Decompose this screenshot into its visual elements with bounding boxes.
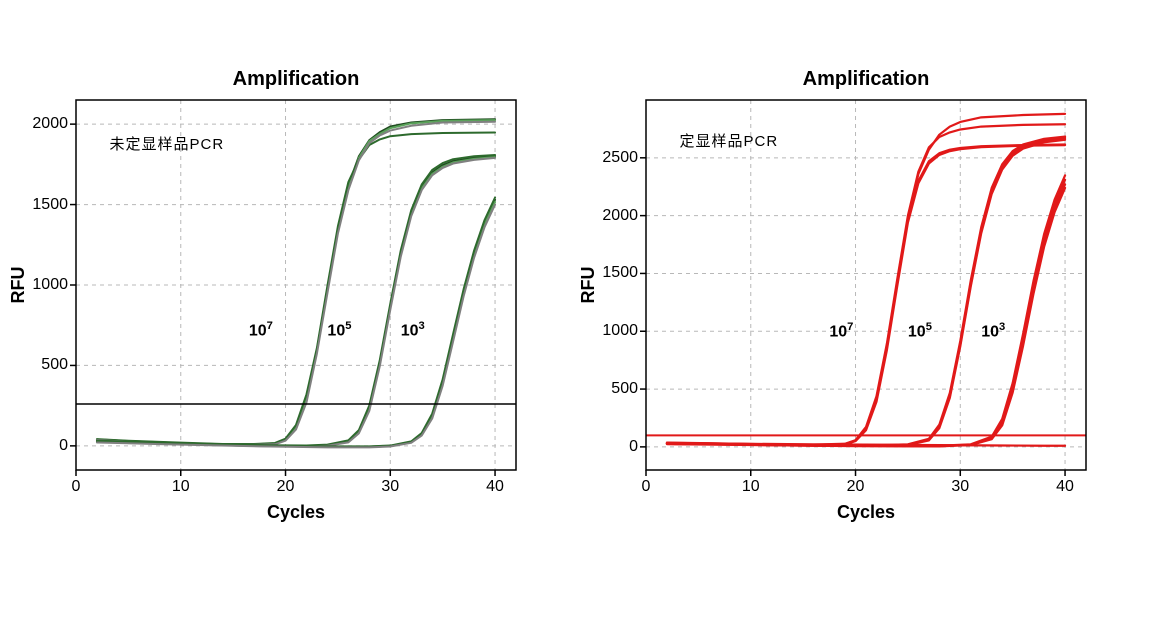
xtick-label: 20	[266, 478, 306, 496]
series-label: 103	[401, 320, 425, 340]
xtick-label: 40	[1045, 478, 1085, 496]
ytick-label: 1500	[18, 196, 68, 214]
ytick-label: 1000	[588, 322, 638, 340]
right-chart-svg	[580, 50, 1120, 550]
right-xlabel: Cycles	[646, 502, 1086, 523]
ytick-label: 2000	[18, 115, 68, 133]
xtick-label: 0	[626, 478, 666, 496]
xtick-label: 30	[940, 478, 980, 496]
ytick-label: 500	[588, 380, 638, 398]
ytick-label: 2500	[588, 149, 638, 167]
series-label: 107	[829, 321, 853, 341]
left-chart-panel: Amplification Cycles RFU 未定显样品PCR 010203…	[18, 50, 538, 550]
left-annotation: 未定显样品PCR	[110, 133, 225, 154]
left-chart-title: Amplification	[76, 68, 516, 91]
xtick-label: 10	[731, 478, 771, 496]
left-chart-svg	[18, 50, 538, 550]
xtick-label: 0	[56, 478, 96, 496]
series-label: 105	[908, 321, 932, 341]
xtick-label: 30	[370, 478, 410, 496]
series-label: 105	[327, 320, 351, 340]
right-chart-title: Amplification	[646, 68, 1086, 91]
xtick-label: 20	[836, 478, 876, 496]
ytick-label: 1000	[18, 276, 68, 294]
chart-page: Amplification Cycles RFU 未定显样品PCR 010203…	[0, 0, 1158, 626]
right-annotation: 定显样品PCR	[680, 130, 779, 151]
ytick-label: 2000	[588, 207, 638, 225]
ytick-label: 500	[18, 356, 68, 374]
xtick-label: 10	[161, 478, 201, 496]
xtick-label: 40	[475, 478, 515, 496]
ytick-label: 0	[588, 438, 638, 456]
series-label: 107	[249, 320, 273, 340]
ytick-label: 0	[18, 437, 68, 455]
series-label: 103	[981, 321, 1005, 341]
right-chart-panel: Amplification Cycles RFU 定显样品PCR 0102030…	[580, 50, 1120, 550]
ytick-label: 1500	[588, 264, 638, 282]
left-xlabel: Cycles	[76, 502, 516, 523]
